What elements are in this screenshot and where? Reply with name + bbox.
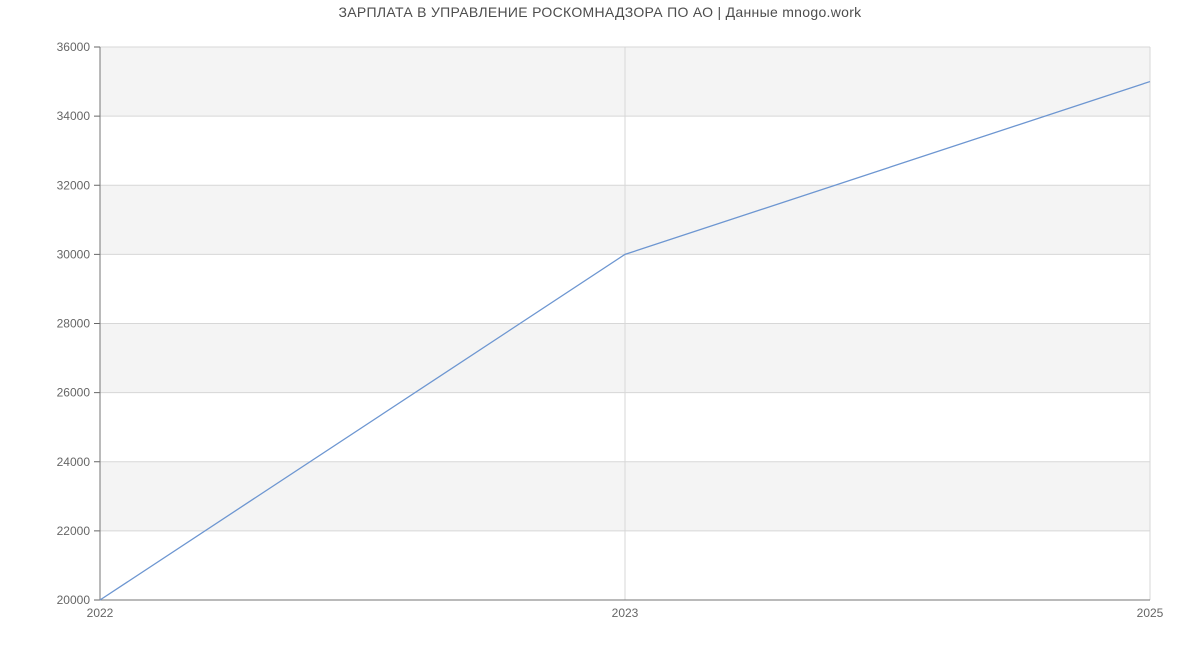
- svg-text:24000: 24000: [57, 455, 91, 469]
- svg-text:2025: 2025: [1137, 606, 1164, 620]
- svg-text:26000: 26000: [57, 386, 91, 400]
- svg-text:28000: 28000: [57, 317, 91, 331]
- svg-text:34000: 34000: [57, 109, 91, 123]
- svg-text:30000: 30000: [57, 247, 91, 261]
- svg-text:32000: 32000: [57, 178, 91, 192]
- svg-text:2023: 2023: [612, 606, 639, 620]
- svg-text:2022: 2022: [87, 606, 114, 620]
- svg-text:20000: 20000: [57, 593, 91, 607]
- svg-text:36000: 36000: [57, 40, 91, 54]
- svg-text:22000: 22000: [57, 524, 91, 538]
